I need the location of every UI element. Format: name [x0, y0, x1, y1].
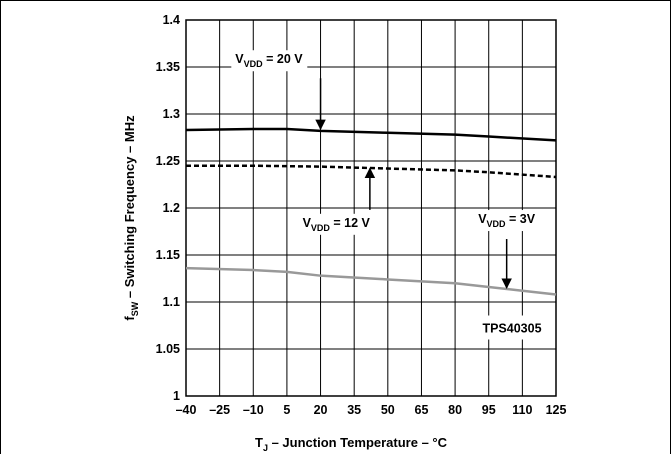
- x-tick-label: –25: [209, 403, 230, 417]
- annotation-label-vdd3: VVDD = 3V: [478, 212, 536, 229]
- y-tick-label: 1.05: [156, 342, 180, 356]
- series-line-2: [186, 164, 557, 179]
- x-tick-label: 50: [381, 403, 395, 417]
- annotation-label-vdd20: VVDD = 20 V: [235, 52, 303, 69]
- annotation-bg-vdd3: [474, 210, 540, 232]
- device-label-box: [471, 315, 553, 340]
- x-axis-title: TJ – Junction Temperature – °C: [255, 435, 448, 453]
- series-line-1: [185, 127, 557, 142]
- annotation-bg-vdd20: [231, 50, 308, 72]
- annotation-label-vdd12: VVDD = 12 V: [303, 216, 371, 233]
- x-tick-label: 35: [347, 403, 361, 417]
- y-tick-label: 1.1: [163, 295, 180, 309]
- x-tick-label: 65: [415, 403, 429, 417]
- annotation-bg-vdd12: [298, 213, 375, 235]
- x-tick-label: 5: [283, 403, 290, 417]
- x-tick-label: 80: [448, 403, 462, 417]
- y-tick-label: 1.2: [163, 201, 180, 215]
- y-tick-label: 1.4: [163, 13, 180, 27]
- y-tick-label: 1.25: [156, 154, 180, 168]
- x-tick-label: 125: [546, 403, 567, 417]
- y-tick-label: 1.3: [163, 107, 180, 121]
- x-tick-label: –10: [243, 403, 264, 417]
- plot-border: [185, 19, 557, 397]
- device-label: TPS40305: [482, 322, 541, 336]
- y-axis-title: fSW – Switching Frequency – MHz: [122, 115, 140, 321]
- y-tick-label: 1: [173, 389, 180, 403]
- x-tick-label: 95: [482, 403, 496, 417]
- x-tick-label: 20: [314, 403, 328, 417]
- y-tick-label: 1.15: [156, 248, 180, 262]
- series-line-3: [185, 266, 557, 296]
- x-tick-label: 110: [512, 403, 532, 417]
- y-tick-label: 1.35: [156, 60, 180, 74]
- x-tick-label: –40: [176, 403, 197, 417]
